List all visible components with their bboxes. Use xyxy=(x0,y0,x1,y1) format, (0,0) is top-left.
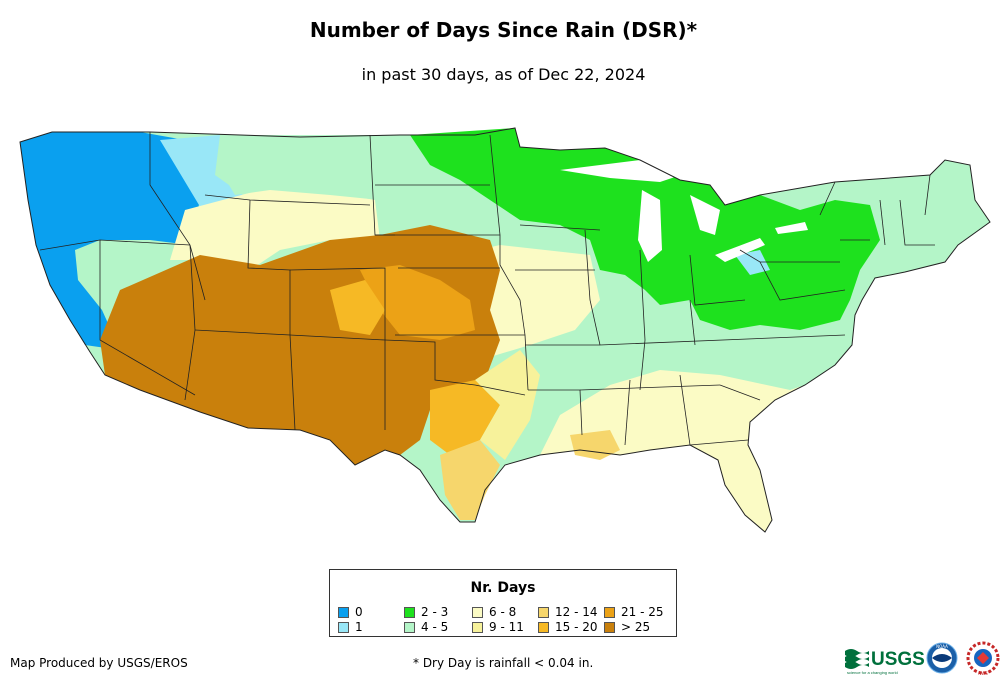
map-legend: Nr. Days 0 1 2 - 3 4 - 5 6 - 8 9 - 11 12… xyxy=(329,569,677,637)
legend-label-1: 1 xyxy=(355,620,363,634)
legend-label-9: > 25 xyxy=(621,620,651,634)
legend-swatch-6 xyxy=(538,606,549,618)
legend-label-7: 15 - 20 xyxy=(555,620,598,634)
map-title: Number of Days Since Rain (DSR)* xyxy=(309,18,698,42)
legend-label-2: 2 - 3 xyxy=(421,605,449,619)
map-subtitle: in past 30 days, as of Dec 22, 2024 xyxy=(361,65,646,84)
legend-swatch-8 xyxy=(604,606,615,618)
legend-label-3: 4 - 5 xyxy=(421,620,449,634)
usgs-logo: USGS science for a changing world xyxy=(845,649,925,675)
lake-michigan xyxy=(638,190,662,262)
legend-item-0: 0 xyxy=(338,605,363,619)
texas-9-11-zone xyxy=(475,350,540,460)
nws-logo: NWS xyxy=(966,641,1000,676)
legend-item-12-14: 12 - 14 xyxy=(538,605,598,619)
southeast-6-8-zone xyxy=(540,370,805,532)
central-15-20-zone xyxy=(330,280,385,335)
legend-item-1: 1 xyxy=(338,620,363,634)
legend-item-over-25: > 25 xyxy=(604,620,650,634)
legend-swatch-1 xyxy=(338,621,349,633)
lake-huron xyxy=(690,195,720,235)
noaa-logo: NOAA xyxy=(926,642,958,674)
noaa-logo-text: NOAA xyxy=(936,644,948,649)
legend-swatch-4 xyxy=(472,606,483,618)
legend-label-0: 0 xyxy=(355,605,363,619)
appalachia-1-zone xyxy=(735,250,770,275)
nws-logo-text: NWS xyxy=(978,671,988,676)
legend-label-8: 21 - 25 xyxy=(621,605,664,619)
louisiana-12-14-zone xyxy=(570,430,620,460)
legend-swatch-3 xyxy=(404,621,415,633)
legend-item-21-25: 21 - 25 xyxy=(604,605,664,619)
texas-12-14-zone xyxy=(440,440,500,520)
mountain-west-6-8-zone xyxy=(170,190,380,270)
legend-swatch-5 xyxy=(472,621,483,633)
legend-swatch-9 xyxy=(604,621,615,633)
west-coast-0-zone xyxy=(20,132,200,350)
central-21-25-zone xyxy=(360,265,475,340)
legend-swatch-7 xyxy=(538,621,549,633)
legend-label-6: 12 - 14 xyxy=(555,605,598,619)
legend-item-2-3: 2 - 3 xyxy=(404,605,448,619)
legend-item-4-5: 4 - 5 xyxy=(404,620,448,634)
state-boundaries xyxy=(19,127,991,533)
usgs-tagline: science for a changing world xyxy=(847,670,898,675)
legend-swatch-0 xyxy=(338,606,349,618)
legend-item-6-8: 6 - 8 xyxy=(472,605,516,619)
lake-superior xyxy=(560,160,690,182)
legend-label-4: 6 - 8 xyxy=(489,605,517,619)
usgs-logo-text: USGS xyxy=(871,649,925,670)
lake-ontario xyxy=(775,222,808,234)
legend-title: Nr. Days xyxy=(470,580,536,596)
legend-label-5: 9 - 11 xyxy=(489,620,524,634)
montana-4-5-zone xyxy=(220,135,400,200)
agency-logos: USGS science for a changing world NOAA N… xyxy=(845,641,1000,676)
us-outline xyxy=(19,127,991,533)
legend-item-15-20: 15 - 20 xyxy=(538,620,598,634)
legend-swatch-2 xyxy=(404,606,415,618)
map-credit: Map Produced by USGS/EROS xyxy=(10,656,188,670)
texas-15-20-zone xyxy=(430,380,500,455)
us-dsr-map xyxy=(19,127,991,533)
dry-day-footnote: * Dry Day is rainfall < 0.04 in. xyxy=(413,656,594,670)
legend-item-9-11: 9 - 11 xyxy=(472,620,524,634)
